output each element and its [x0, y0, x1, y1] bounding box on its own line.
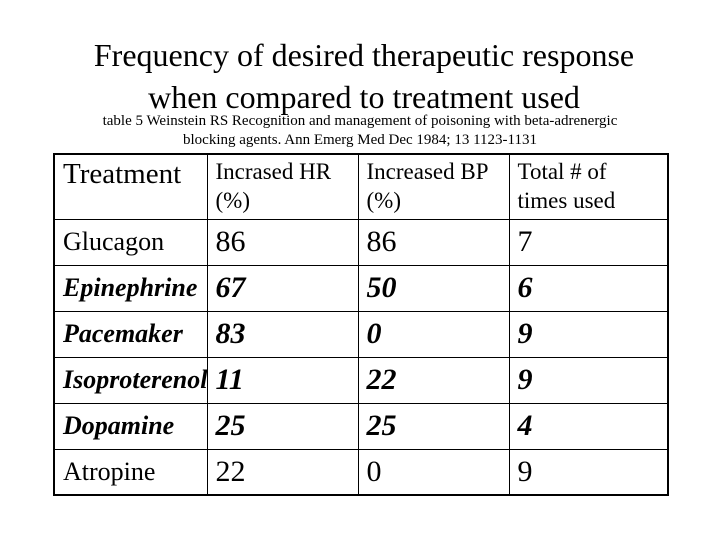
table-header-row: Treatment Incrased HR (%) Increased BP (… — [53, 153, 669, 220]
header-bp-line-1: Increased BP — [366, 159, 489, 184]
hr-value-cell: 67 — [206, 264, 359, 312]
header-treatment-label: Treatment — [63, 158, 182, 190]
treatment-name-cell: Epinephrine — [53, 264, 208, 312]
total-value-cell: 6 — [508, 264, 669, 312]
bp-value-cell: 25 — [357, 402, 510, 450]
treatment-name-cell: Pacemaker — [53, 310, 208, 358]
title-line-2: when compared to treatment used — [148, 79, 580, 115]
treatment-name-cell: Dopamine — [53, 402, 208, 450]
treatment-name-cell: Isoproterenol — [53, 356, 208, 404]
total-value-cell: 7 — [508, 218, 669, 266]
slide-subtitle-citation: table 5 Weinstein RS Recognition and man… — [0, 112, 720, 150]
header-hr-line-2: (%) — [215, 188, 250, 213]
table-row-atropine: Atropine 22 0 9 — [53, 448, 669, 496]
title-line-1: Frequency of desired therapeutic respons… — [93, 37, 635, 73]
table-row-dopamine: Dopamine 25 25 4 — [53, 402, 669, 450]
hr-value-cell: 25 — [206, 402, 359, 450]
table-row-glucagon: Glucagon 86 86 7 — [53, 218, 669, 266]
bp-value-cell: 50 — [357, 264, 510, 312]
header-cell-increased-bp: Increased BP (%) — [357, 153, 510, 220]
header-cell-increased-hr: Incrased HR (%) — [206, 153, 359, 220]
table-row-isoproterenol: Isoproterenol 11 22 9 — [53, 356, 669, 404]
bp-value-cell: 86 — [357, 218, 510, 266]
treatment-name-cell: Glucagon — [53, 218, 208, 266]
treatment-name-cell: Atropine — [53, 448, 208, 496]
subtitle-line-2: blocking agents. Ann Emerg Med Dec 1984;… — [183, 132, 537, 148]
hr-value-cell: 11 — [206, 356, 359, 404]
table-row-epinephrine: Epinephrine 67 50 6 — [53, 264, 669, 312]
hr-value-cell: 86 — [206, 218, 359, 266]
total-value-cell: 9 — [508, 356, 669, 404]
bp-value-cell: 22 — [357, 356, 510, 404]
header-total-line-1: Total # of — [517, 159, 607, 184]
hr-value-cell: 83 — [206, 310, 359, 358]
header-total-line-2: times used — [517, 188, 616, 213]
subtitle-line-1: table 5 Weinstein RS Recognition and man… — [102, 113, 618, 129]
header-hr-line-1: Incrased HR — [215, 159, 332, 184]
table-row-pacemaker: Pacemaker 83 0 9 — [53, 310, 669, 358]
total-value-cell: 9 — [508, 310, 669, 358]
hr-value-cell: 22 — [206, 448, 359, 496]
header-bp-line-2: (%) — [366, 188, 401, 213]
header-cell-treatment: Treatment — [53, 153, 208, 220]
bp-value-cell: 0 — [357, 310, 510, 358]
bp-value-cell: 0 — [357, 448, 510, 496]
total-value-cell: 4 — [508, 402, 669, 450]
total-value-cell: 9 — [508, 448, 669, 496]
slide-title: Frequency of desired therapeutic respons… — [12, 34, 716, 118]
header-cell-total-times-used: Total # of times used — [508, 153, 669, 220]
treatments-table: Treatment Incrased HR (%) Increased BP (… — [53, 153, 669, 496]
